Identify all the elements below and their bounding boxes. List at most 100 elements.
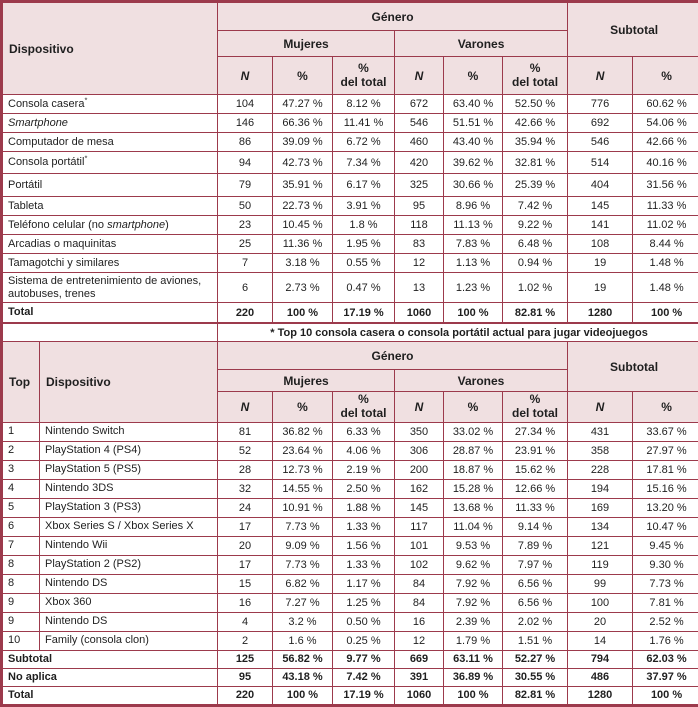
mujeres-pct-total-value: 0.55 % — [333, 254, 395, 273]
mujeres-pct-total-value: 1.17 % — [333, 574, 395, 593]
mujeres-pct-value: 56.82 % — [273, 650, 333, 668]
mujeres-pct-total-value: 8.12 % — [333, 95, 395, 114]
varones-pct-value: 7.92 % — [444, 574, 503, 593]
subtotal-n-value: 20 — [568, 612, 633, 631]
device-label: Consola portátil* — [3, 152, 218, 174]
mujeres-pct-value: 42.73 % — [273, 152, 333, 174]
column-header-genero: Género — [218, 3, 568, 31]
mujeres-n-value: 4 — [218, 612, 273, 631]
mujeres-pct-value: 10.91 % — [273, 498, 333, 517]
column-header-varones-pct-total-2: % del total — [503, 392, 568, 423]
subtotal-n-value: 431 — [568, 422, 633, 441]
varones-n-value: 13 — [395, 273, 444, 303]
subtotal-pct-value: 1.48 % — [633, 254, 698, 273]
rank-cell: 3 — [3, 460, 40, 479]
varones-pct-value: 7.92 % — [444, 593, 503, 612]
subtotal-n-value: 514 — [568, 152, 633, 174]
varones-n-value: 162 — [395, 479, 444, 498]
varones-pct-value: 9.53 % — [444, 536, 503, 555]
subtotal-pct-value: 27.97 % — [633, 441, 698, 460]
subtotal-n-value: 108 — [568, 235, 633, 254]
subtotal-n-value: 99 — [568, 574, 633, 593]
column-header-subtotal-pct-2: % — [633, 392, 698, 423]
mujeres-pct-total-value: 1.95 % — [333, 235, 395, 254]
mujeres-pct-value: 43.18 % — [273, 668, 333, 686]
mujeres-pct-total-value: 6.33 % — [333, 422, 395, 441]
mujeres-pct-value: 10.45 % — [273, 216, 333, 235]
device-label: Nintendo DS — [40, 574, 218, 593]
mujeres-pct-value: 47.27 % — [273, 95, 333, 114]
varones-pct-value: 1.23 % — [444, 273, 503, 303]
mujeres-pct-value: 3.18 % — [273, 254, 333, 273]
device-label: Xbox Series S / Xbox Series X — [40, 517, 218, 536]
varones-n-value: 325 — [395, 174, 444, 197]
mujeres-pct-value: 2.73 % — [273, 273, 333, 303]
device-label: Smartphone — [3, 114, 218, 133]
subtotal-pct-value: 60.62 % — [633, 95, 698, 114]
device-label: Tableta — [3, 197, 218, 216]
column-header-varones-pct-total: % del total — [503, 57, 568, 95]
mujeres-pct-total-value: 0.25 % — [333, 631, 395, 650]
summary-label: Subtotal — [3, 650, 218, 668]
varones-n-value: 95 — [395, 197, 444, 216]
subtotal-pct-value: 13.20 % — [633, 498, 698, 517]
note-spacer-cell — [3, 324, 218, 342]
varones-pct-total-value: 9.14 % — [503, 517, 568, 536]
device-label: Teléfono celular (no smartphone) — [3, 216, 218, 235]
device-label: PlayStation 5 (PS5) — [40, 460, 218, 479]
varones-pct-total-value: 23.91 % — [503, 441, 568, 460]
subtotal-pct-value: 37.97 % — [633, 668, 698, 686]
mujeres-pct-total-value: 1.8 % — [333, 216, 395, 235]
mujeres-n-value: 86 — [218, 133, 273, 152]
subtotal-pct-value: 54.06 % — [633, 114, 698, 133]
top10-consoles-table: * Top 10 consola casera o consola portát… — [2, 323, 698, 705]
column-header-top: Top — [3, 342, 40, 423]
varones-pct-total-value: 27.34 % — [503, 422, 568, 441]
subtotal-n-value: 121 — [568, 536, 633, 555]
column-header-mujeres: Mujeres — [218, 31, 395, 57]
mujeres-n-value: 17 — [218, 517, 273, 536]
varones-pct-total-value: 9.22 % — [503, 216, 568, 235]
subtotal-pct-value: 9.45 % — [633, 536, 698, 555]
column-header-subtotal-n: N — [568, 57, 633, 95]
varones-pct-total-value: 7.89 % — [503, 536, 568, 555]
device-label: Nintendo Switch — [40, 422, 218, 441]
varones-pct-total-value: 6.56 % — [503, 574, 568, 593]
subtotal-n-value: 358 — [568, 441, 633, 460]
varones-pct-total-value: 35.94 % — [503, 133, 568, 152]
device-label: PlayStation 4 (PS4) — [40, 441, 218, 460]
mujeres-n-value: 32 — [218, 479, 273, 498]
varones-pct-total-value: 7.97 % — [503, 555, 568, 574]
mujeres-pct-value: 66.36 % — [273, 114, 333, 133]
subtotal-n-value: 134 — [568, 517, 633, 536]
rank-cell: 5 — [3, 498, 40, 517]
mujeres-n-value: 81 — [218, 422, 273, 441]
mujeres-pct-total-value: 0.50 % — [333, 612, 395, 631]
varones-pct-value: 8.96 % — [444, 197, 503, 216]
mujeres-pct-total-value: 6.72 % — [333, 133, 395, 152]
mujeres-n-value: 25 — [218, 235, 273, 254]
mujeres-pct-total-value: 11.41 % — [333, 114, 395, 133]
varones-n-value: 669 — [395, 650, 444, 668]
varones-pct-value: 30.66 % — [444, 174, 503, 197]
rank-cell: 2 — [3, 441, 40, 460]
varones-n-value: 83 — [395, 235, 444, 254]
mujeres-pct-total-value: 1.33 % — [333, 555, 395, 574]
varones-pct-total-value: 11.33 % — [503, 498, 568, 517]
mujeres-pct-total-value: 0.47 % — [333, 273, 395, 303]
column-header-mujeres-pct: % — [273, 57, 333, 95]
varones-n-value: 118 — [395, 216, 444, 235]
varones-pct-total-value: 6.56 % — [503, 593, 568, 612]
mujeres-n-value: 220 — [218, 303, 273, 323]
column-header-mujeres-pct-2: % — [273, 392, 333, 423]
rank-cell: 8 — [3, 574, 40, 593]
